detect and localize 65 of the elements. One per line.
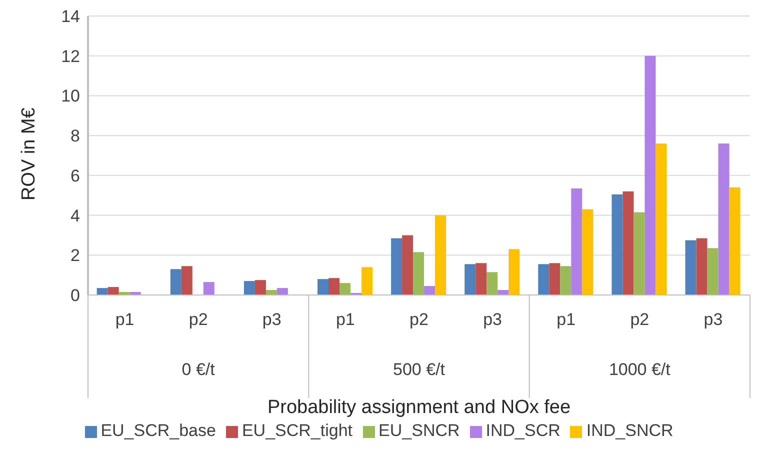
bar: [317, 279, 328, 295]
x-tick-label: p3: [262, 310, 282, 329]
bar: [718, 144, 730, 295]
legend-label: IND_SCR: [486, 421, 560, 440]
x-tick-label: p3: [704, 310, 723, 329]
bar: [656, 144, 667, 295]
bar: [560, 266, 572, 295]
bar: [571, 188, 582, 295]
text: 1000 €/t: [608, 360, 671, 379]
bar: [582, 209, 594, 295]
bar: [413, 252, 424, 295]
bar: [254, 280, 266, 295]
bar: [96, 288, 108, 295]
bar: [339, 283, 350, 295]
legend-label: EU_SCR_base: [100, 421, 216, 440]
y-tick-label: 10: [61, 86, 80, 106]
x-axis-title: Probability assignment and NOx fee: [267, 397, 571, 418]
legend-label: EU_SCR_tight: [242, 421, 353, 440]
y-tick-label: 8: [70, 126, 80, 146]
y-tick-label: 0: [70, 286, 80, 306]
bar: [696, 238, 708, 295]
y-tick-label: 4: [70, 206, 80, 226]
bar: [644, 56, 656, 295]
bar: [266, 290, 277, 295]
bar: [729, 187, 740, 295]
bar: [391, 238, 402, 295]
bar: [424, 286, 436, 295]
x-tick-label: p2: [410, 310, 428, 329]
x-tick-label: p1: [556, 310, 576, 329]
bar: [707, 248, 718, 295]
text: 0 €/t: [182, 360, 216, 379]
bar: [170, 269, 182, 295]
bar: [486, 272, 498, 295]
bar: [612, 194, 623, 295]
y-tick-label: 14: [61, 7, 80, 26]
x-tick-label: p2: [188, 310, 208, 329]
bar: [508, 249, 520, 295]
x-tick-label: p2: [630, 310, 650, 329]
bar: [435, 215, 446, 295]
x-tick-label: p3: [483, 310, 502, 329]
y-tick-label: 6: [70, 166, 80, 186]
bar: [538, 264, 550, 295]
bar: [181, 266, 192, 295]
bar: [244, 281, 255, 295]
y-tick-label: 2: [70, 246, 80, 266]
bar: [328, 278, 340, 295]
bar: [498, 290, 509, 295]
bar: [203, 282, 214, 295]
bar: [276, 288, 288, 295]
bar: [402, 235, 414, 295]
bar: [634, 212, 645, 295]
bar: [464, 264, 476, 295]
bar: [108, 287, 119, 295]
x-tick-label: p1: [336, 310, 355, 329]
bar: [549, 263, 560, 295]
text: 500 €/t: [393, 360, 446, 379]
y-tick-label: 12: [61, 46, 80, 66]
y-axis-title: ROV in M€: [18, 107, 40, 200]
bar: [685, 240, 696, 295]
legend-label: IND_SNCR: [586, 421, 674, 440]
bar: [476, 263, 487, 295]
bar: [361, 267, 372, 295]
bar: [622, 191, 634, 295]
x-tick-label: p1: [115, 310, 134, 329]
legend-label: EU_SNCR: [378, 421, 460, 440]
